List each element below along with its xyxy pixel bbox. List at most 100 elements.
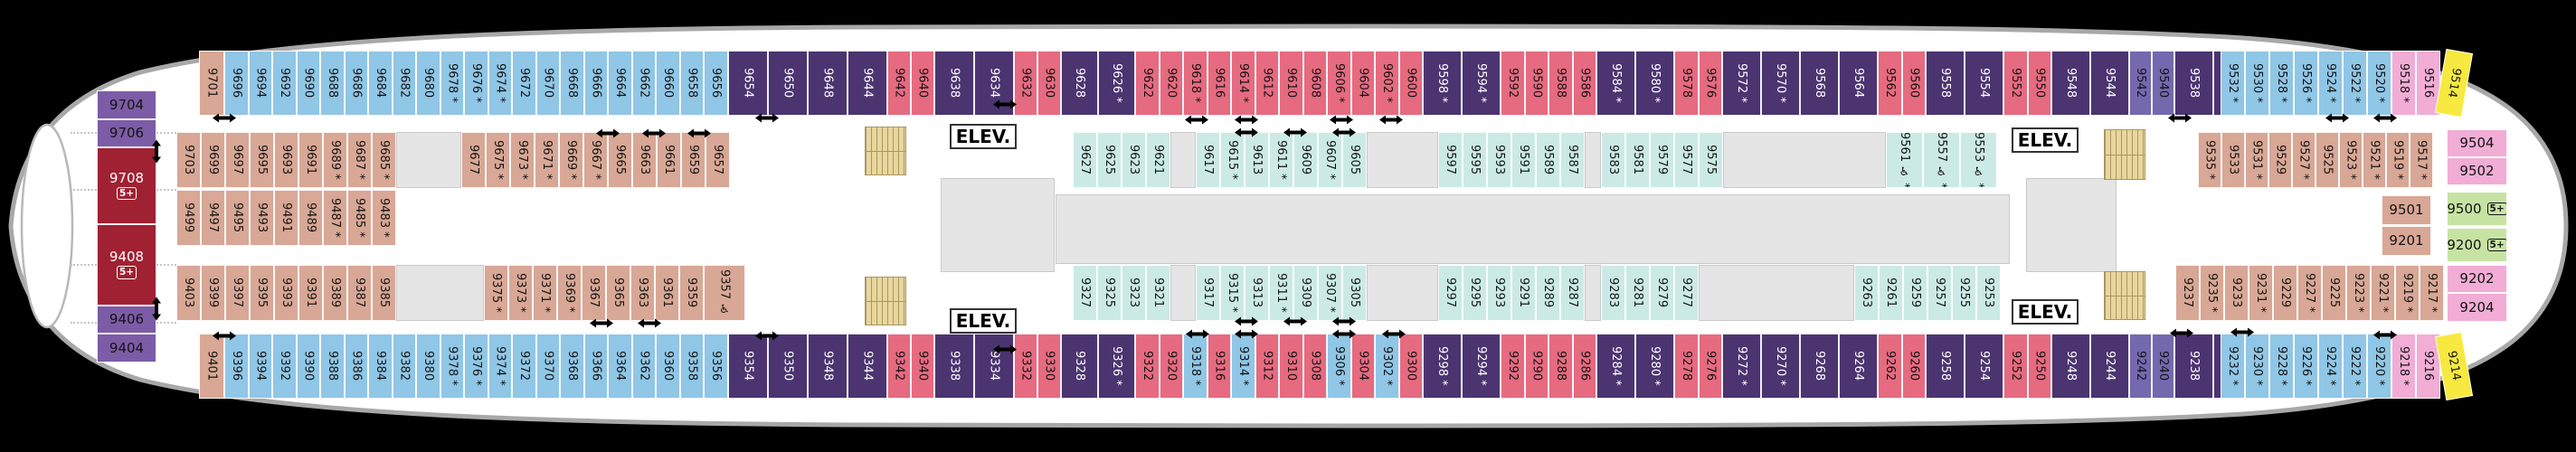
cabin-9396[interactable]: 9396: [224, 334, 249, 399]
cabin-9328[interactable]: 9328: [1061, 334, 1098, 399]
cabin-9364[interactable]: 9364: [608, 334, 632, 399]
cabin-9369[interactable]: 9369 *: [557, 265, 582, 321]
cabin-9531[interactable]: 9531 *: [2245, 132, 2268, 188]
cabin-9595[interactable]: 9595: [1463, 132, 1487, 188]
cabin-9535[interactable]: 9535 *: [2198, 132, 2221, 188]
cabin-9625[interactable]: 9625: [1097, 132, 1122, 188]
cabin-9577[interactable]: 9577: [1674, 132, 1699, 188]
cabin-9627[interactable]: 9627: [1073, 132, 1097, 188]
cabin-9373[interactable]: 9373 *: [508, 265, 533, 321]
cabin-9393[interactable]: 9393: [274, 265, 298, 321]
cabin-9391[interactable]: 9391: [298, 265, 323, 321]
cabin-9526[interactable]: 9526 *: [2294, 51, 2318, 116]
cabin-9607[interactable]: 9607 *: [1318, 132, 1342, 188]
cabin-9385[interactable]: 9385: [372, 265, 396, 321]
cabin-9615[interactable]: 9615 *: [1220, 132, 1245, 188]
cabin-9354[interactable]: 9354: [728, 334, 768, 399]
cabin-9235[interactable]: 9235 *: [2200, 265, 2224, 321]
cabin-9578[interactable]: 9578: [1674, 51, 1699, 116]
cabin-9666[interactable]: 9666: [583, 51, 608, 116]
cabin-9278[interactable]: 9278: [1674, 334, 1699, 399]
cabin-9548[interactable]: 9548: [2051, 51, 2090, 116]
cabin-9658[interactable]: 9658: [679, 51, 704, 116]
cabin-9200[interactable]: 9200 5+: [2447, 228, 2507, 262]
cabin-9648[interactable]: 9648: [808, 51, 848, 116]
cabin-9295[interactable]: 9295: [1463, 265, 1487, 321]
cabin-9306[interactable]: 9306 *: [1327, 334, 1351, 399]
cabin-9262[interactable]: 9262: [1878, 334, 1902, 399]
cabin-9703[interactable]: 9703: [176, 132, 201, 188]
cabin-9622[interactable]: 9622: [1135, 51, 1160, 116]
cabin-9524[interactable]: 9524 *: [2318, 51, 2343, 116]
cabin-9204[interactable]: 9204: [2447, 293, 2507, 322]
cabin-9670[interactable]: 9670: [535, 51, 560, 116]
cabin-9395[interactable]: 9395: [250, 265, 274, 321]
cabin-9218[interactable]: 9218 *: [2391, 334, 2416, 399]
cabin-9581[interactable]: 9581: [1625, 132, 1650, 188]
cabin-9693[interactable]: 9693: [274, 132, 298, 188]
cabin-9529[interactable]: 9529: [2268, 132, 2292, 188]
cabin-9358[interactable]: 9358: [679, 334, 704, 399]
cabin-9620[interactable]: 9620: [1159, 51, 1183, 116]
cabin-9277[interactable]: 9277: [1674, 265, 1699, 321]
cabin-9550[interactable]: 9550: [2027, 51, 2051, 116]
cabin-9500[interactable]: 9500 5+: [2447, 192, 2507, 226]
cabin-9291[interactable]: 9291: [1511, 265, 1536, 321]
cabin-9308[interactable]: 9308: [1302, 334, 1327, 399]
cabin-9334[interactable]: 9334: [974, 334, 1014, 399]
cabin-9238[interactable]: 9238: [2174, 334, 2213, 399]
cabin-9260[interactable]: 9260: [1901, 334, 1926, 399]
cabin-9300[interactable]: 9300: [1398, 334, 1423, 399]
cabin-9540[interactable]: 9540: [2152, 51, 2174, 116]
cabin-9242[interactable]: 9242: [2129, 334, 2152, 399]
cabin-9519[interactable]: 9519 *: [2386, 132, 2410, 188]
cabin-9356[interactable]: 9356: [704, 334, 728, 399]
cabin-9638[interactable]: 9638: [934, 51, 974, 116]
cabin-9583[interactable]: 9583: [1601, 132, 1625, 188]
cabin-9650[interactable]: 9650: [768, 51, 808, 116]
cabin-9593[interactable]: 9593: [1487, 132, 1511, 188]
cabin-9568[interactable]: 9568: [1800, 51, 1839, 116]
cabin-9240[interactable]: 9240: [2152, 334, 2174, 399]
cabin-9521[interactable]: 9521 *: [2363, 132, 2386, 188]
cabin-9325[interactable]: 9325: [1097, 265, 1122, 321]
cabin-9313[interactable]: 9313: [1245, 265, 1269, 321]
cabin-9361[interactable]: 9361: [655, 265, 679, 321]
cabin-9230[interactable]: 9230 *: [2245, 334, 2269, 399]
cabin-9394[interactable]: 9394: [248, 334, 272, 399]
cabin-9222[interactable]: 9222 *: [2343, 334, 2367, 399]
cabin-9286[interactable]: 9286: [1572, 334, 1596, 399]
cabin-9294[interactable]: 9294 *: [1462, 334, 1501, 399]
cabin-9289[interactable]: 9289: [1536, 265, 1560, 321]
cabin-9327[interactable]: 9327: [1073, 265, 1097, 321]
cabin-9594[interactable]: 9594 *: [1462, 51, 1501, 116]
cabin-9533[interactable]: 9533: [2221, 132, 2245, 188]
cabin-9380[interactable]: 9380: [416, 334, 440, 399]
cabin-9523[interactable]: 9523 *: [2339, 132, 2363, 188]
cabin-9259[interactable]: 9259: [1903, 265, 1927, 321]
cabin-9544[interactable]: 9544: [2090, 51, 2129, 116]
cabin-9408[interactable]: 9408 5+: [97, 224, 156, 306]
cabin-9384[interactable]: 9384: [368, 334, 393, 399]
cabin-9562[interactable]: 9562: [1878, 51, 1902, 116]
cabin-9663[interactable]: 9663: [632, 132, 657, 188]
cabin-9542[interactable]: 9542: [2129, 51, 2152, 116]
cabin-9558[interactable]: 9558: [1926, 51, 1965, 116]
cabin-9406[interactable]: 9406: [97, 306, 156, 334]
cabin-9520[interactable]: 9520 *: [2367, 51, 2391, 116]
cabin-9604[interactable]: 9604: [1350, 51, 1375, 116]
cabin-9687[interactable]: 9687 *: [347, 132, 372, 188]
cabin-9692[interactable]: 9692: [272, 51, 297, 116]
cabin-9217[interactable]: 9217 *: [2420, 265, 2444, 321]
cabin-9226[interactable]: 9226 *: [2294, 334, 2318, 399]
cabin-9322[interactable]: 9322: [1135, 334, 1160, 399]
cabin-9527[interactable]: 9527 *: [2292, 132, 2316, 188]
cabin-9695[interactable]: 9695: [250, 132, 274, 188]
cabin-9372[interactable]: 9372: [512, 334, 536, 399]
cabin-9280[interactable]: 9280 *: [1635, 334, 1674, 399]
cabin-9231[interactable]: 9231 *: [2249, 265, 2273, 321]
cabin-9261[interactable]: 9261: [1879, 265, 1903, 321]
cabin-9288[interactable]: 9288: [1548, 334, 1573, 399]
cabin-9592[interactable]: 9592: [1501, 51, 1525, 116]
cabin-9264[interactable]: 9264: [1839, 334, 1878, 399]
